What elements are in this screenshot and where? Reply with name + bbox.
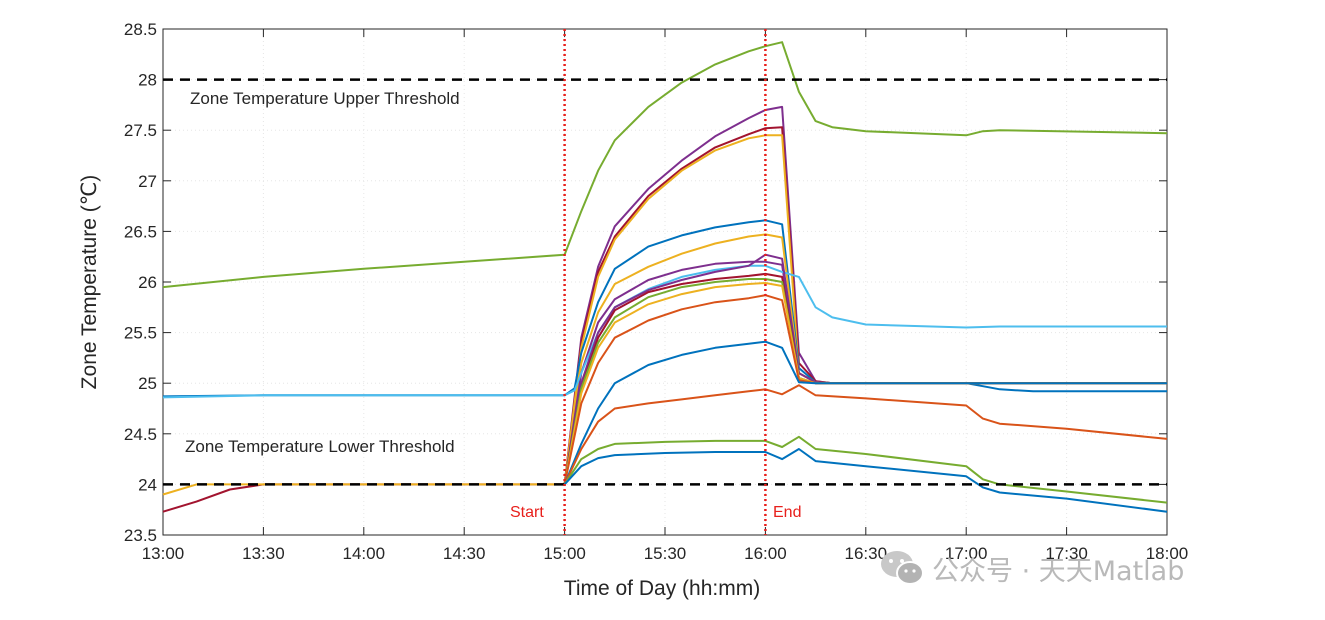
x-tick-label: 16:30: [845, 544, 888, 563]
threshold-lines: [163, 78, 1167, 486]
event-lines: [563, 29, 767, 535]
x-ticks: 13:00 13:30 14:00 14:30 15:00 15:30 16:00 16:30…: [142, 29, 1189, 563]
series-line-zone-9: [563, 253, 1167, 485]
wechat-icon: [878, 548, 928, 588]
x-tick-label: 15:30: [644, 544, 687, 563]
series-line-zone-5: [162, 219, 1167, 398]
series-lines: [162, 41, 1168, 513]
y-tick-label: 23.5: [124, 526, 157, 545]
x-tick-label: 14:00: [343, 544, 386, 563]
y-tick-label: 28: [138, 71, 157, 90]
series-line-zone-16: [563, 435, 1168, 504]
x-tick-label: 13:00: [142, 544, 185, 563]
x-tick-label: 18:00: [1146, 544, 1189, 563]
y-axis-title: Zone Temperature (℃): [78, 175, 101, 390]
y-tick-label: 27.5: [124, 121, 157, 140]
x-tick-label: 17:30: [1045, 544, 1088, 563]
series-line-zone-14: [563, 340, 1167, 485]
y-tick-label: 25.5: [124, 324, 157, 343]
series-line-zone-6: [563, 233, 1167, 485]
watermark-text: 公众号 · 天天Matlab: [932, 555, 1185, 587]
x-tick-label: 14:30: [443, 544, 486, 563]
watermark: 公众号 · 天天Matlab: [878, 548, 1184, 588]
lower-threshold-label: Zone Temperature Lower Threshold: [185, 437, 455, 456]
series-line-zone-2: [563, 105, 1167, 485]
x-tick-label: 13:30: [242, 544, 285, 563]
upper-threshold-label: Zone Temperature Upper Threshold: [190, 89, 460, 108]
series-line-zone-15: [563, 384, 1168, 485]
y-tick-label: 27: [138, 172, 157, 191]
y-tick-label: 26: [138, 273, 157, 292]
start-event-label: Start: [510, 504, 544, 521]
y-tick-label: 24: [138, 475, 157, 494]
y-tick-label: 24.5: [124, 425, 157, 444]
y-tick-label: 28.5: [124, 20, 157, 39]
end-event-label: End: [773, 504, 801, 521]
y-tick-label: 26.5: [124, 222, 157, 241]
series-line-zone-1: [162, 41, 1168, 289]
series-line-zone-17: [563, 448, 1168, 513]
y-tick-label: 25: [138, 374, 157, 393]
x-axis-title: Time of Day (hh:mm): [564, 577, 760, 600]
x-tick-label: 16:00: [744, 544, 787, 563]
x-tick-label: 15:00: [543, 544, 586, 563]
y-ticks: 23.5 24 24.5 25 25.5 26 26.5 27 27.5 28 28.5: [124, 20, 1167, 545]
x-tick-label: 17:00: [945, 544, 988, 563]
